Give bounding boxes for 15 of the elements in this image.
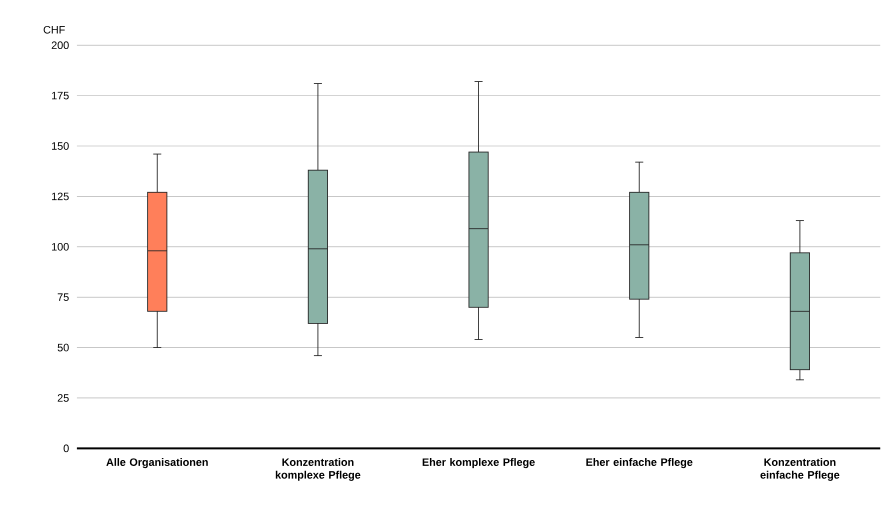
y-tick-label: 200 [52,41,69,50]
x-tick-label: Eher einfache Pflege [586,458,692,468]
y-tick-label: 50 [58,344,69,352]
y-axis-title: CHF [44,26,65,34]
x-tick-label: Alle Organisationen [106,458,208,468]
y-tick-label: 25 [58,394,69,402]
x-tick-label: Konzentration einfache Pflege [760,458,840,481]
y-tick-label: 75 [58,293,69,301]
y-tick-label: 100 [52,242,69,251]
y-tick-label: 150 [52,142,69,150]
x-tick-label: Konzentration komplexe Pflege [276,458,360,481]
y-tick-label: 175 [52,92,69,100]
y-tick-label: 0 [64,444,69,452]
y-tick-label: 125 [52,192,69,200]
x-tick-label: Eher komplexe Pflege [422,458,535,468]
